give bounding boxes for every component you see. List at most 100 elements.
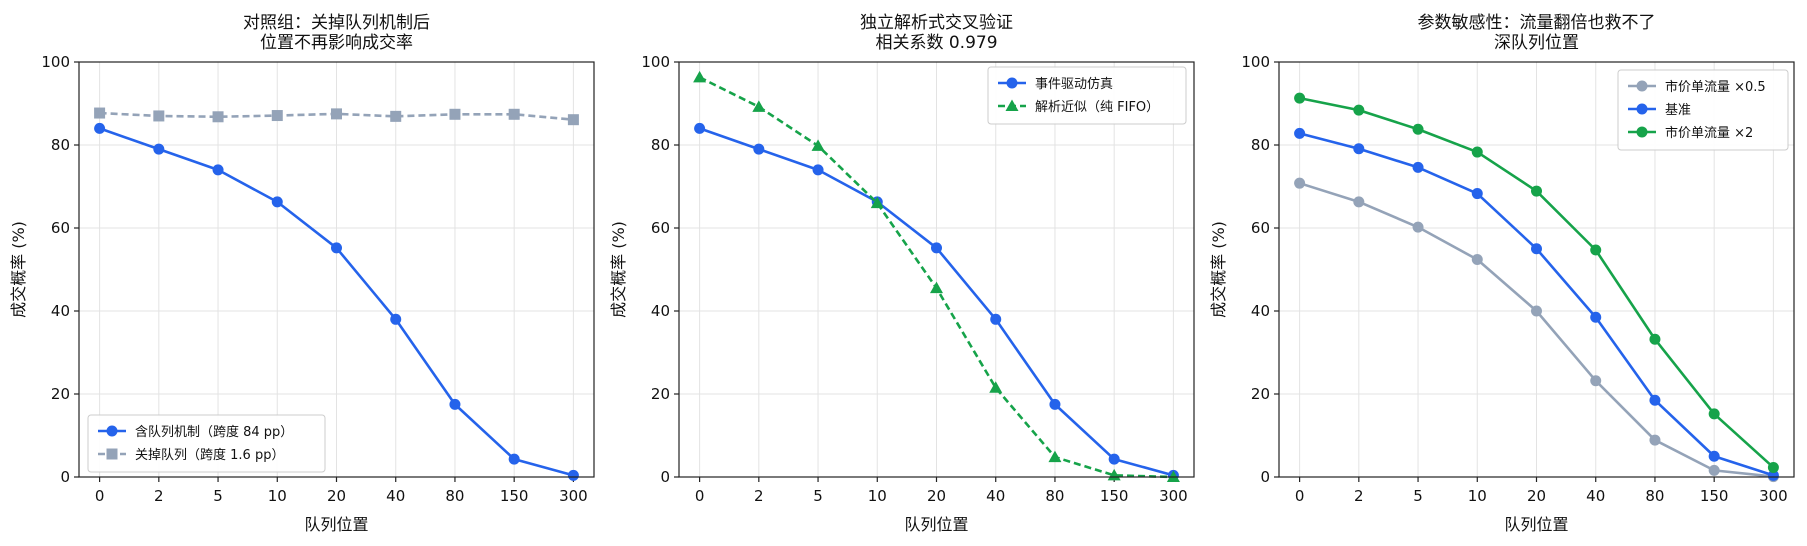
y-tick-label: 40 (1251, 302, 1270, 320)
legend-swatch-marker (1636, 126, 1648, 138)
data-point (811, 139, 825, 151)
x-tick-label: 2 (754, 487, 764, 505)
data-point (212, 164, 224, 176)
data-point (1708, 450, 1720, 462)
x-tick-label: 0 (1295, 487, 1305, 505)
legend-label: 含队列机制（跨度 84 pp） (135, 424, 293, 440)
y-tick-label: 0 (60, 468, 70, 486)
data-point (390, 110, 402, 122)
x-tick-label: 0 (695, 487, 705, 505)
legend-label: 关掉队列（跨度 1.6 pp） (135, 447, 284, 463)
data-point (1471, 146, 1483, 158)
x-tick-label: 150 (1100, 487, 1129, 505)
data-point (508, 453, 520, 465)
legend-swatch-marker (1005, 99, 1019, 111)
legend-label: 市价单流量 ×2 (1665, 125, 1753, 141)
x-tick-label: 20 (927, 487, 946, 505)
data-point (1708, 464, 1720, 476)
data-point (449, 108, 461, 120)
data-point (567, 469, 579, 481)
x-tick-label: 80 (1045, 487, 1064, 505)
legend-swatch-marker (1636, 103, 1648, 115)
y-tick-label: 20 (1251, 385, 1270, 403)
data-point (1471, 254, 1483, 266)
x-tick-label: 10 (868, 487, 887, 505)
data-point (1708, 408, 1720, 420)
x-tick-label: 2 (154, 487, 164, 505)
y-tick-label: 80 (651, 136, 670, 154)
plot-frame (1278, 61, 1795, 478)
data-point (930, 281, 943, 294)
y-tick-label: 100 (1241, 53, 1270, 71)
data-point (1471, 188, 1483, 200)
legend-box (1617, 69, 1789, 151)
legend-swatch-marker (106, 425, 118, 437)
x-tick-label: 300 (1759, 487, 1788, 505)
data-point (390, 313, 402, 325)
legend-swatch-marker (106, 448, 118, 460)
data-point (1531, 243, 1542, 255)
y-tick-label: 80 (51, 136, 70, 154)
x-tick-label: 10 (1468, 487, 1487, 505)
data-point (153, 110, 165, 122)
data-point (1412, 161, 1424, 173)
data-point (1531, 185, 1542, 197)
legend-label: 解析近似（纯 FIFO） (1035, 100, 1159, 115)
y-tick-label: 60 (651, 219, 670, 237)
y-tick-label: 20 (651, 385, 670, 403)
legend-label: 市价单流量 ×0.5 (1665, 79, 1766, 95)
data-point (694, 122, 706, 134)
plot-frame (78, 61, 595, 478)
data-point (94, 122, 106, 134)
data-point (331, 242, 342, 254)
x-tick-label: 150 (500, 487, 529, 505)
data-point (931, 242, 942, 254)
y-axis-label: 成交概率 (%) (609, 221, 628, 318)
y-tick-label: 20 (51, 385, 70, 403)
y-tick-label: 0 (660, 468, 670, 486)
y-tick-label: 60 (1251, 219, 1270, 237)
x-axis-label: 队列位置 (904, 515, 968, 534)
legend: 含队列机制（跨度 84 pp） 关掉队列（跨度 1.6 pp） (87, 414, 326, 473)
x-tick-label: 150 (1700, 487, 1729, 505)
x-tick-label: 5 (813, 487, 823, 505)
y-tick-label: 80 (1251, 136, 1270, 154)
y-tick-label: 40 (651, 302, 670, 320)
data-point (1649, 394, 1661, 406)
x-tick-label: 80 (1645, 487, 1664, 505)
y-axis-label: 成交概率 (%) (1209, 221, 1228, 318)
chart-title-line: 深队列位置 (1494, 33, 1579, 53)
data-point (1590, 311, 1602, 323)
x-tick-label: 300 (559, 487, 588, 505)
legend-swatch-marker (1636, 80, 1648, 92)
y-tick-label: 60 (51, 219, 70, 237)
x-axis-label: 队列位置 (304, 515, 368, 534)
data-point (1108, 453, 1120, 465)
y-tick-label: 100 (41, 53, 70, 71)
legend-box (987, 66, 1187, 125)
x-tick-label: 5 (213, 487, 223, 505)
y-tick-label: 40 (51, 302, 70, 320)
data-point (331, 108, 342, 120)
x-tick-label: 20 (327, 487, 346, 505)
data-point (1531, 305, 1542, 317)
data-point (94, 107, 106, 119)
x-tick-label: 2 (1354, 487, 1364, 505)
data-point (812, 164, 824, 176)
data-point (1767, 469, 1779, 481)
data-point (1048, 450, 1062, 463)
chart-title-line: 对照组：关掉队列机制后 (243, 13, 430, 33)
data-point (1353, 143, 1365, 155)
data-point (1412, 221, 1424, 233)
legend-swatch-marker (1006, 77, 1018, 89)
data-point (1294, 177, 1306, 189)
data-point (752, 100, 766, 112)
x-tick-label: 5 (1413, 487, 1423, 505)
data-point (271, 110, 283, 122)
data-point (1590, 375, 1602, 387)
chart-panel-cross-validation: 0 2 5 10 20 40 80 150 300 0 20 40 60 80 100 独立解析式交叉验证相关… (609, 13, 1195, 534)
data-point (1294, 92, 1306, 104)
data-point (1412, 123, 1424, 135)
